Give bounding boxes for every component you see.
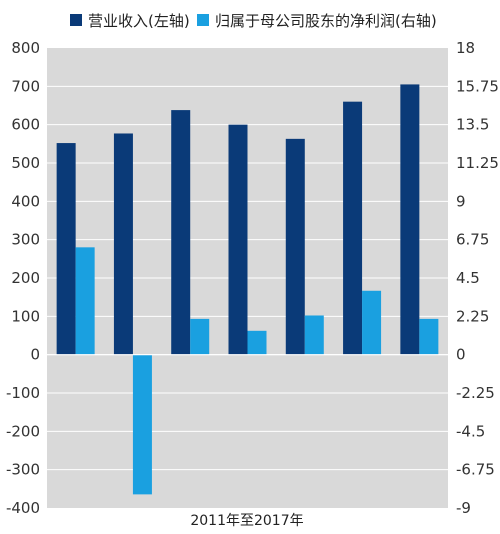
legend: 营业收入(左轴) 归属于母公司股东的净利润(右轴) xyxy=(70,12,437,30)
left-tick-label: 600 xyxy=(11,116,40,134)
left-axis: 800 700 600 500 400 300 200 100 0 -100 -200 -300 -40… xyxy=(6,39,40,517)
left-tick-label: -100 xyxy=(6,384,40,402)
x-axis-label: 2011年至2017年 xyxy=(190,513,303,529)
bar-net-profit xyxy=(247,330,267,355)
bar-revenue xyxy=(113,133,133,355)
right-tick-label: 6.75 xyxy=(456,231,489,249)
legend-label-net-profit: 归属于母公司股东的净利润(右轴) xyxy=(215,12,437,30)
right-tick-label: 4.5 xyxy=(456,269,480,287)
bar-revenue xyxy=(285,138,305,355)
left-tick-label: 100 xyxy=(11,307,40,325)
bar-net-profit xyxy=(304,315,324,355)
bars xyxy=(56,84,439,495)
right-tick-label: -4.5 xyxy=(456,422,485,440)
bar-net-profit xyxy=(190,318,210,355)
bar-net-profit xyxy=(132,354,152,495)
left-tick-label: 300 xyxy=(11,231,40,249)
legend-label-revenue: 营业收入(左轴) xyxy=(88,12,190,30)
left-tick-label: 400 xyxy=(11,192,40,210)
left-tick-label: -400 xyxy=(6,499,40,517)
legend-swatch-revenue xyxy=(70,14,82,26)
bar-net-profit xyxy=(75,247,95,355)
bar-revenue xyxy=(171,110,191,355)
right-tick-label: 15.75 xyxy=(456,77,499,95)
left-tick-label: 700 xyxy=(11,77,40,95)
left-tick-label: 0 xyxy=(30,346,40,364)
left-tick-label: -200 xyxy=(6,422,40,440)
right-tick-label: 18 xyxy=(456,39,475,57)
right-tick-label: 9 xyxy=(456,192,466,210)
left-tick-label: 800 xyxy=(11,39,40,57)
right-tick-label: -6.75 xyxy=(456,461,495,479)
bar-revenue xyxy=(400,84,420,355)
bar-revenue xyxy=(228,124,248,355)
legend-swatch-net-profit xyxy=(197,14,209,26)
left-tick-label: -300 xyxy=(6,461,40,479)
bar-revenue xyxy=(343,101,363,355)
bar-net-profit xyxy=(419,318,439,355)
right-tick-label: 0 xyxy=(456,346,466,364)
right-tick-label: 13.5 xyxy=(456,116,489,134)
left-tick-label: 200 xyxy=(11,269,40,287)
right-tick-label: -9 xyxy=(456,499,471,517)
left-tick-label: 500 xyxy=(11,154,40,172)
bar-net-profit xyxy=(362,290,382,355)
right-tick-label: 2.25 xyxy=(456,307,489,325)
right-axis: 18 15.75 13.5 11.25 9 6.75 4.5 2.25 0 -2.25 -4.5 -6… xyxy=(456,39,499,517)
right-tick-label: -2.25 xyxy=(456,384,495,402)
bar-revenue xyxy=(56,143,76,355)
right-tick-label: 11.25 xyxy=(456,154,499,172)
